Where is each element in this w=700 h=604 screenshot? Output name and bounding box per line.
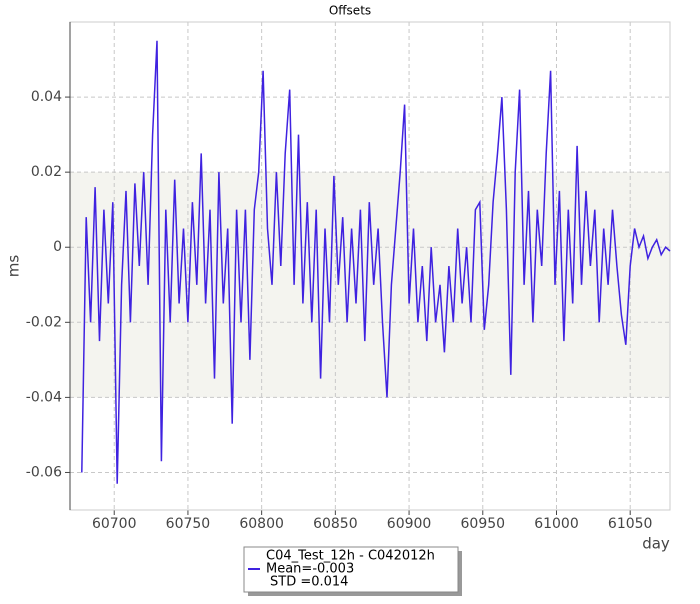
legend: C04_Test_12h - C042012h Mean=-0.003 STD … [243, 546, 462, 596]
x-tick-label: 60850 [313, 516, 358, 532]
y-tick-label: -0.02 [26, 314, 62, 330]
chart-title: Offsets [329, 4, 371, 18]
series-line [81, 40, 671, 484]
y-tick-label: -0.06 [26, 464, 62, 480]
y-tick-label: 0 [53, 239, 62, 255]
x-tick-label: 60900 [387, 516, 432, 532]
legend-box [243, 546, 459, 593]
x-tick-label: 61000 [534, 516, 579, 532]
x-tick-label: 60800 [239, 516, 284, 532]
y-tick-label: -0.04 [26, 389, 62, 405]
plot-area: -0.06 -0.04 -0.02 0 0.02 0.04 60700 60750 60800 6… [26, 21, 671, 532]
x-tick-label: 61050 [608, 516, 653, 532]
legend-mean: Mean=-0.003 [266, 562, 354, 577]
x-axis-label: day [642, 535, 670, 553]
legend-label: C04_Test_12h - C042012h [266, 549, 435, 564]
legend-std: STD =0.014 [270, 575, 348, 590]
x-tick-label: 60750 [166, 516, 211, 532]
y-tick-label: 0.04 [31, 89, 62, 105]
y-tick-label: 0.02 [31, 164, 62, 180]
x-tick-label: 60700 [92, 516, 137, 532]
x-tick-label: 60950 [461, 516, 506, 532]
y-axis-label: ms [5, 255, 23, 278]
